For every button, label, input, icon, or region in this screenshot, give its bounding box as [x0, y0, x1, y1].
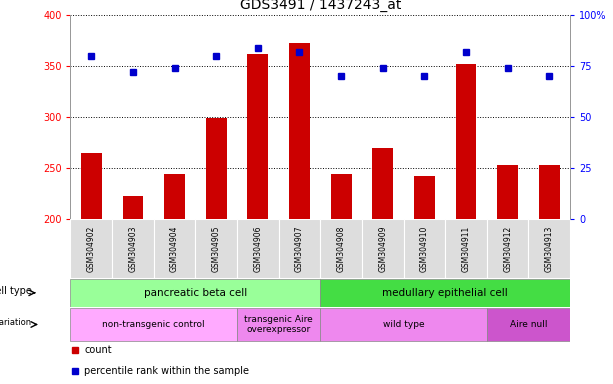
Bar [528, 219, 570, 278]
Bar [455, 64, 476, 219]
Text: GSM304910: GSM304910 [420, 225, 429, 272]
Bar [487, 219, 528, 278]
Text: cell type: cell type [0, 286, 32, 296]
Text: Aire null: Aire null [509, 320, 547, 329]
Text: GSM304908: GSM304908 [337, 225, 346, 272]
Text: GSM304911: GSM304911 [462, 225, 471, 272]
Text: medullary epithelial cell: medullary epithelial cell [383, 288, 508, 298]
Bar [248, 54, 268, 219]
Bar [289, 43, 310, 219]
Text: GSM304909: GSM304909 [378, 225, 387, 272]
Bar [487, 308, 570, 341]
Bar [414, 176, 435, 219]
Bar [196, 219, 237, 278]
Bar [330, 174, 351, 219]
Bar [237, 219, 279, 278]
Bar [70, 308, 237, 341]
Bar [279, 219, 321, 278]
Text: wild type: wild type [383, 320, 424, 329]
Text: GSM304905: GSM304905 [211, 225, 221, 272]
Bar [320, 308, 487, 341]
Text: GSM304902: GSM304902 [87, 225, 96, 272]
Bar [164, 174, 185, 219]
Bar [70, 279, 320, 306]
Bar [445, 219, 487, 278]
Text: GSM304907: GSM304907 [295, 225, 304, 272]
Bar [362, 219, 403, 278]
Bar [112, 219, 154, 278]
Bar [320, 279, 570, 306]
Text: GSM304903: GSM304903 [129, 225, 137, 272]
Bar [206, 118, 227, 219]
Text: transgenic Aire
overexpressor: transgenic Aire overexpressor [245, 315, 313, 334]
Bar [539, 165, 560, 219]
Bar [154, 219, 196, 278]
Title: GDS3491 / 1437243_at: GDS3491 / 1437243_at [240, 0, 401, 12]
Bar [237, 308, 320, 341]
Bar [497, 165, 518, 219]
Bar [320, 219, 362, 278]
Text: GSM304913: GSM304913 [545, 225, 554, 272]
Text: GSM304906: GSM304906 [253, 225, 262, 272]
Text: count: count [84, 345, 112, 355]
Bar [403, 219, 445, 278]
Text: GSM304904: GSM304904 [170, 225, 179, 272]
Text: genotype/variation: genotype/variation [0, 318, 32, 327]
Text: pancreatic beta cell: pancreatic beta cell [144, 288, 247, 298]
Bar [70, 219, 112, 278]
Text: percentile rank within the sample: percentile rank within the sample [84, 366, 249, 376]
Bar [123, 197, 143, 219]
Bar [81, 153, 102, 219]
Bar [372, 148, 393, 219]
Text: GSM304912: GSM304912 [503, 225, 512, 272]
Text: non-transgenic control: non-transgenic control [102, 320, 205, 329]
